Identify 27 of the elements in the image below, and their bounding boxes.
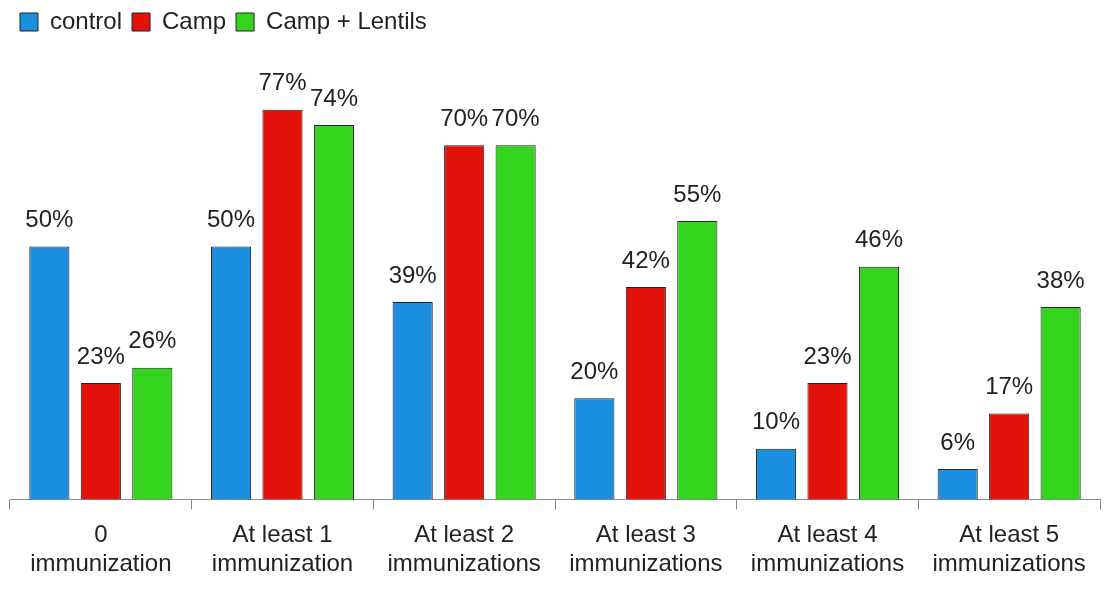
data-label: 20% [570,356,619,384]
data-label: 6% [940,427,976,455]
data-label: 23% [76,341,125,369]
data-label: 38% [1036,265,1085,293]
x-tick-label: At least 1 immunization [211,520,354,577]
x-tick-label: At least 2 immunizations [387,520,541,577]
data-label: 23% [803,341,852,369]
data-label: 70% [440,103,489,131]
data-label: 10% [752,407,801,435]
legend-label: control [50,6,123,34]
data-label: 39% [388,260,437,288]
x-tick-label: At least 3 immunizations [569,520,723,577]
data-label: 26% [128,326,177,354]
x-tick-label: 0 immunization [30,520,172,577]
data-label: 55% [673,179,722,207]
data-label: 70% [491,103,540,131]
legend-label: Camp [162,6,227,34]
data-label: 50% [207,205,256,233]
legend-label: Camp + Lentils [266,6,427,34]
x-tick-label: At least 4 immunizations [750,520,905,577]
data-label: 50% [25,205,74,233]
data-label: 77% [258,68,307,96]
data-label: 17% [985,372,1034,400]
x-tick-label: At least 5 immunizations [932,520,1086,577]
data-label: 46% [854,225,903,253]
data-label: 42% [621,245,670,273]
data-label: 74% [309,83,358,111]
